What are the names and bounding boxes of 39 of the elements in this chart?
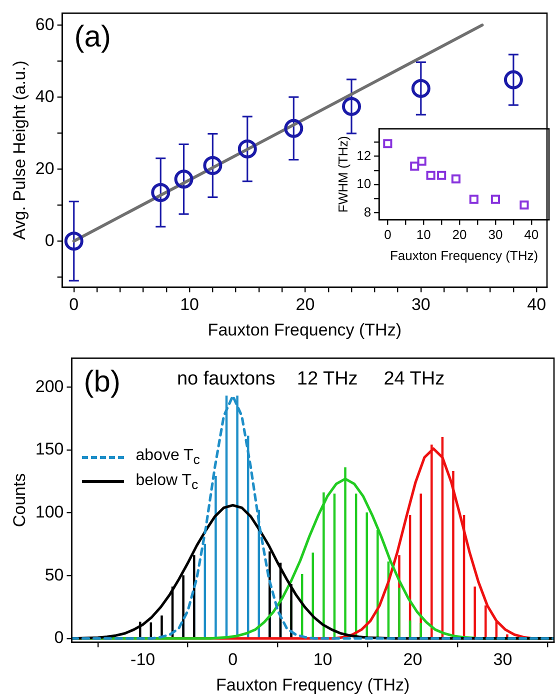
x-tick-label: 30	[488, 227, 503, 242]
x-tick-label: 30	[411, 295, 430, 314]
y-tick-label: 50	[44, 565, 64, 584]
x-tick-label: 40	[524, 227, 539, 242]
x-axis-title: Fauxton Frequency (THz)	[390, 248, 538, 263]
y-axis-title: FWHM (THz)	[335, 136, 350, 213]
x-tick-label: 20	[452, 227, 467, 242]
y-tick-label: 60	[35, 14, 54, 34]
y-tick-label: 0	[54, 628, 64, 648]
x-tick-label: 0	[228, 650, 238, 670]
x-tick-label: 30	[493, 650, 512, 670]
y-tick-label: 20	[35, 158, 54, 178]
x-axis-title: Fauxton Frequency (THz)	[208, 320, 402, 340]
y-tick-label: 40	[35, 86, 54, 106]
annotation: (b)	[84, 365, 120, 398]
x-tick-label: 40	[527, 295, 546, 314]
x-tick-label: 20	[403, 650, 422, 670]
y-tick-label: 8	[364, 204, 372, 220]
legend-label: above T$_{c}$	[136, 447, 200, 468]
x-tick-label: 10	[313, 650, 332, 670]
y-tick-label: 10	[356, 176, 372, 192]
y-axis-title: Counts	[10, 473, 29, 528]
annotation: (a)	[74, 20, 111, 54]
annotation: 24 THz	[384, 368, 445, 390]
y-tick-label: 150	[35, 440, 64, 459]
x-tick-label: 10	[416, 227, 431, 242]
y-tick-label: 12	[356, 148, 372, 163]
annotation: 12 THz	[296, 368, 358, 390]
x-tick-label: 10	[180, 295, 200, 314]
x-tick-label: 20	[296, 295, 315, 314]
y-tick-label: 100	[35, 502, 64, 522]
x-tick-label: 0	[69, 295, 79, 314]
x-tick-label: -10	[130, 650, 156, 670]
legend-label: below T$_{c}$	[136, 472, 198, 492]
y-tick-label: 200	[35, 376, 64, 396]
y-axis-title: Avg. Pulse Height (a.u.)	[10, 60, 29, 240]
annotation: no fauxtons	[176, 368, 276, 390]
x-tick-label: 0	[384, 227, 392, 242]
x-axis-title: Fauxton Frequency (THz)	[216, 675, 410, 694]
